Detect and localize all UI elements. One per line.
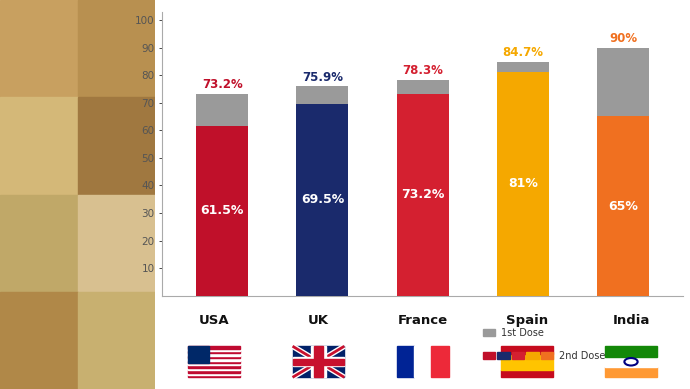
Text: 61.5%: 61.5%	[201, 204, 244, 217]
Bar	[196, 94, 248, 296]
Bar	[188, 356, 240, 358]
Bar	[188, 363, 240, 365]
Text: 84.7%: 84.7%	[502, 46, 543, 60]
Bar	[188, 349, 240, 351]
Bar	[597, 47, 649, 296]
Bar	[501, 346, 553, 354]
Text: 65%: 65%	[608, 200, 638, 212]
Bar	[526, 352, 539, 359]
Bar	[0, 194, 77, 292]
Bar	[77, 194, 155, 292]
Bar	[497, 352, 510, 359]
Text: 78.3%: 78.3%	[402, 64, 443, 77]
Bar	[541, 352, 553, 359]
Bar	[188, 346, 209, 363]
Bar	[397, 346, 414, 377]
Bar	[188, 351, 240, 353]
Text: 81%: 81%	[508, 177, 538, 191]
Text: 69.5%: 69.5%	[301, 193, 344, 206]
Text: 73.2%: 73.2%	[401, 188, 444, 201]
Bar	[597, 116, 649, 296]
Bar	[397, 80, 448, 296]
Bar	[512, 352, 524, 359]
Bar	[188, 373, 240, 375]
Bar	[483, 352, 495, 359]
Bar	[310, 346, 326, 377]
Text: India: India	[612, 314, 650, 328]
Text: 1st Dose: 1st Dose	[501, 328, 544, 338]
Bar	[605, 357, 657, 367]
Text: UK: UK	[308, 314, 329, 328]
Bar	[188, 368, 240, 370]
Bar	[188, 346, 240, 349]
Bar	[293, 359, 344, 364]
Bar	[293, 357, 344, 366]
Text: 90%: 90%	[609, 32, 637, 45]
Bar	[497, 72, 549, 296]
Text: 2nd Dose: 2nd Dose	[559, 351, 605, 361]
Text: 75.9%: 75.9%	[302, 71, 343, 84]
Bar	[501, 370, 553, 377]
Bar	[0, 0, 77, 97]
Text: Spain: Spain	[506, 314, 548, 328]
Bar	[431, 346, 448, 377]
Bar	[314, 346, 323, 377]
Bar	[414, 346, 431, 377]
Bar	[188, 353, 240, 356]
Bar	[188, 370, 240, 373]
Text: 73.2%: 73.2%	[202, 78, 243, 91]
Bar	[196, 126, 248, 296]
Bar	[188, 365, 240, 368]
Bar	[188, 361, 240, 363]
Bar	[0, 292, 77, 389]
Bar	[501, 354, 553, 370]
Bar	[77, 0, 155, 97]
Bar	[497, 62, 549, 296]
Bar	[605, 367, 657, 377]
Text: France: France	[397, 314, 448, 328]
Bar	[297, 86, 348, 296]
Bar	[397, 94, 448, 296]
Bar	[605, 346, 657, 357]
Bar	[297, 104, 348, 296]
Text: USA: USA	[199, 314, 230, 328]
Bar	[293, 346, 344, 377]
Bar	[188, 375, 240, 377]
Bar	[483, 329, 495, 336]
Bar	[77, 97, 155, 194]
Bar	[188, 358, 240, 361]
Bar	[0, 97, 77, 194]
Bar	[77, 292, 155, 389]
